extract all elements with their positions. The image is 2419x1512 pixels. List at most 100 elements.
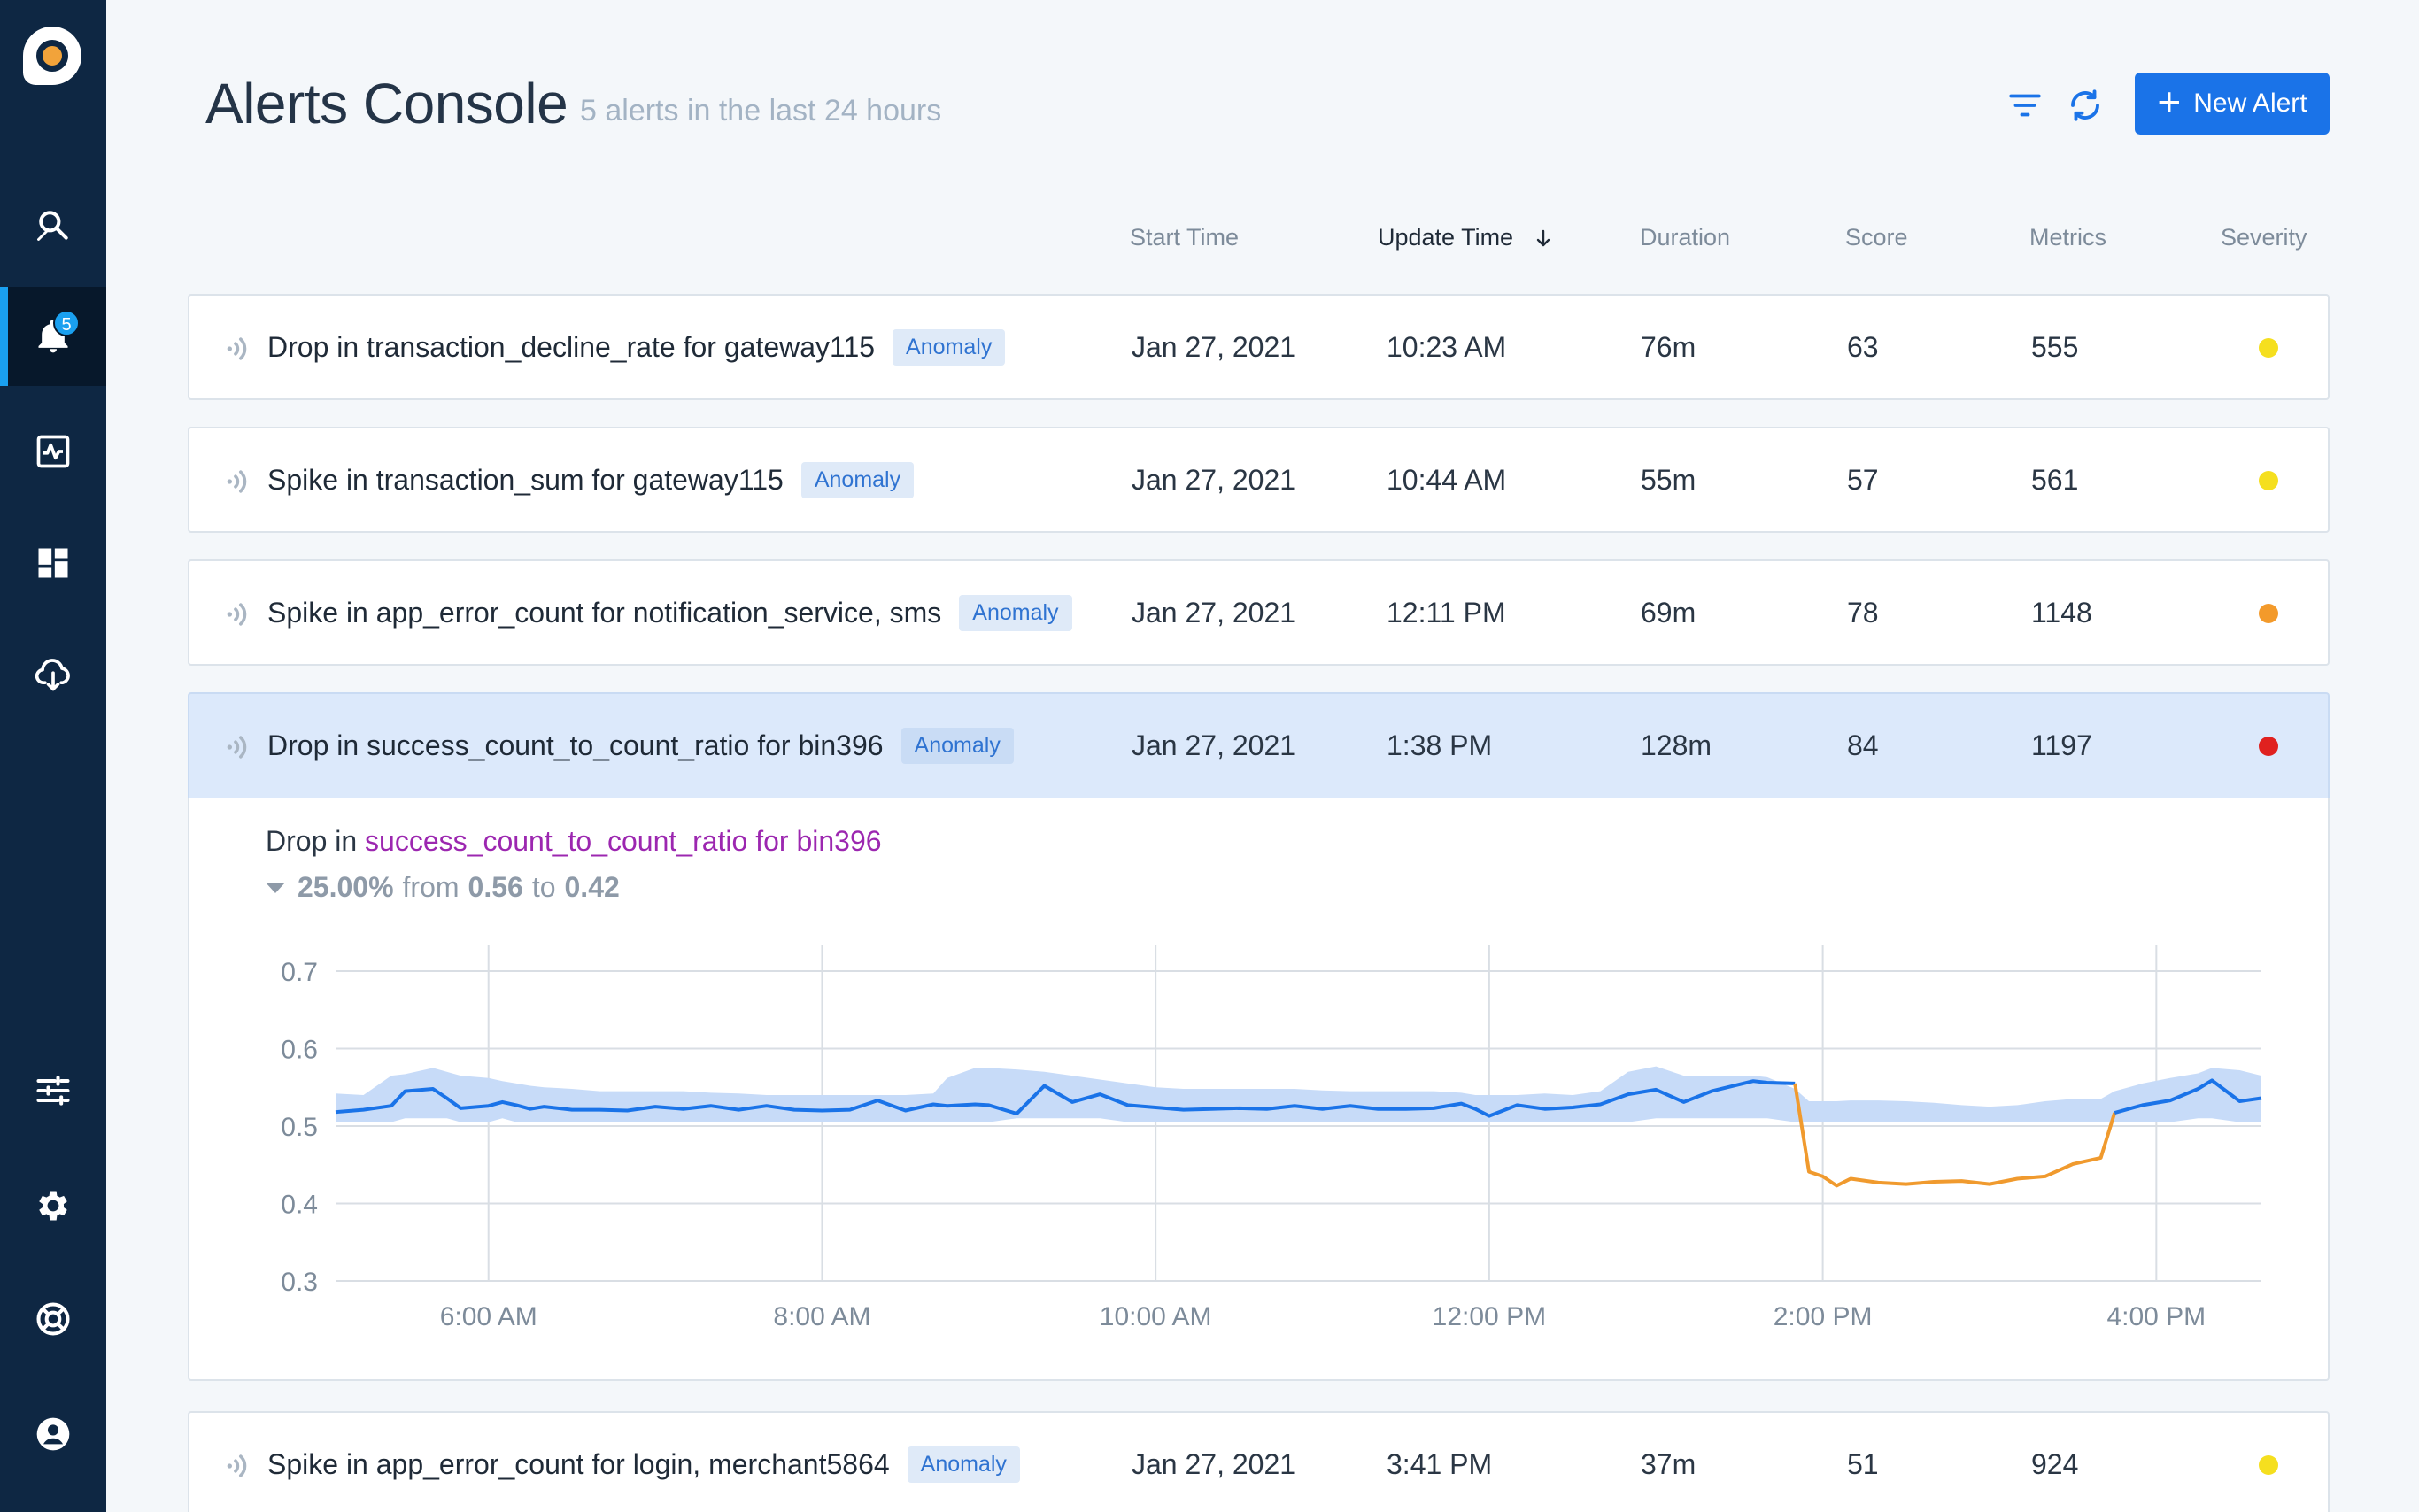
new-alert-button[interactable]: + New Alert xyxy=(2135,73,2330,135)
y-tick-label: 0.5 xyxy=(281,1113,318,1142)
severity-indicator xyxy=(2259,737,2278,756)
signal-icon xyxy=(227,736,247,759)
alert-duration: 55m xyxy=(1641,464,1696,496)
alert-score: 84 xyxy=(1847,729,1879,761)
alert-title[interactable]: Spike in app_error_count for login, merc… xyxy=(267,1447,890,1480)
alert-duration: 69m xyxy=(1641,597,1696,629)
plus-icon: + xyxy=(2157,79,2182,125)
alert-row[interactable]: Spike in app_error_count for notificatio… xyxy=(188,559,2330,666)
severity-indicator xyxy=(2259,604,2278,623)
detail-from-value: 0.56 xyxy=(468,871,523,903)
app-logo[interactable] xyxy=(23,27,81,85)
signal-icon xyxy=(227,470,247,493)
sidebar-item-alerts[interactable]: 5 xyxy=(0,287,106,386)
col-update-time[interactable]: Update Time xyxy=(1378,224,1554,251)
detail-change: 25.00% from 0.56 to 0.42 xyxy=(266,871,620,904)
detail-to-label: to xyxy=(531,871,556,903)
sidebar-item-help[interactable] xyxy=(0,1269,106,1369)
signal-icon xyxy=(227,337,247,360)
y-tick-label: 0.3 xyxy=(281,1268,318,1297)
col-severity[interactable]: Severity xyxy=(2221,224,2307,251)
alert-title-wrap: Drop in transaction_decline_rate for gat… xyxy=(267,296,1006,398)
alert-title-wrap: Drop in success_count_to_count_ratio for… xyxy=(267,694,1014,797)
alert-score: 63 xyxy=(1847,331,1879,363)
filter-button[interactable] xyxy=(2005,85,2045,126)
detail-to-value: 0.42 xyxy=(564,871,620,903)
x-tick-label: 4:00 PM xyxy=(2106,1302,2206,1331)
alert-metrics-count: 561 xyxy=(2031,464,2079,496)
alert-row[interactable]: Drop in transaction_decline_rate for gat… xyxy=(188,294,2330,400)
sidebar-item-profile[interactable] xyxy=(0,1385,106,1484)
alert-title-wrap: Spike in transaction_sum for gateway115 … xyxy=(267,428,915,531)
severity-indicator xyxy=(2259,471,2278,490)
alert-title[interactable]: Spike in transaction_sum for gateway115 xyxy=(267,463,784,496)
refresh-button[interactable] xyxy=(2065,85,2106,126)
signal-icon xyxy=(227,603,247,626)
triangle-down-icon xyxy=(266,882,285,893)
sliders-icon xyxy=(36,1076,70,1106)
page-subtitle: 5 alerts in the last 24 hours xyxy=(580,94,942,127)
alert-duration: 128m xyxy=(1641,729,1712,761)
alert-row[interactable]: Spike in transaction_sum for gateway115 … xyxy=(188,427,2330,533)
sidebar-item-search[interactable] xyxy=(0,175,106,274)
sidebar-item-dashboards[interactable] xyxy=(0,513,106,613)
alert-start-time: Jan 27, 2021 xyxy=(1132,464,1296,496)
alert-update-time: 10:44 AM xyxy=(1387,464,1507,496)
alerts-count-badge: 5 xyxy=(53,310,80,336)
sidebar: 5 xyxy=(0,0,106,1512)
severity-indicator xyxy=(2259,338,2278,358)
alert-metrics-count: 1197 xyxy=(2031,729,2092,761)
y-tick-label: 0.7 xyxy=(281,958,318,987)
y-tick-label: 0.6 xyxy=(281,1036,318,1065)
alert-metrics-count: 924 xyxy=(2031,1448,2079,1480)
detail-from-label: from xyxy=(402,871,460,903)
col-update-time-label: Update Time xyxy=(1378,224,1514,251)
col-score[interactable]: Score xyxy=(1845,224,1908,251)
alert-type-badge: Anomaly xyxy=(959,594,1072,631)
alert-start-time: Jan 27, 2021 xyxy=(1132,331,1296,363)
refresh-icon xyxy=(2071,89,2099,121)
alert-score: 57 xyxy=(1847,464,1879,496)
sidebar-item-integrations[interactable] xyxy=(0,625,106,724)
alert-type-badge: Anomaly xyxy=(800,461,915,498)
series-line-anomaly xyxy=(1793,1083,2117,1188)
metric-chart[interactable]: 0.7 0.6 0.5 0.4 0.3 6:00 AM 8:00 AM 10:00 AM 12:… xyxy=(189,931,2328,1374)
alert-row[interactable]: Spike in app_error_count for login, merc… xyxy=(188,1411,2330,1512)
y-tick-label: 0.4 xyxy=(281,1191,318,1220)
x-tick-label: 10:00 AM xyxy=(1100,1302,1212,1331)
alert-score: 51 xyxy=(1847,1448,1879,1480)
dashboard-icon xyxy=(38,548,68,578)
alert-detail-panel: Drop in success_count_to_count_ratio for… xyxy=(188,798,2330,1381)
logo-mark xyxy=(36,40,68,72)
baseline-band xyxy=(336,1066,2261,1122)
alert-score: 78 xyxy=(1847,597,1879,629)
alert-title[interactable]: Drop in success_count_to_count_ratio for… xyxy=(267,729,884,761)
col-start-time[interactable]: Start Time xyxy=(1130,224,1240,251)
severity-indicator xyxy=(2259,1455,2278,1475)
series-line-normal xyxy=(335,1079,1796,1118)
x-tick-label: 8:00 AM xyxy=(773,1302,870,1331)
user-icon xyxy=(36,1417,70,1451)
alert-start-time: Jan 27, 2021 xyxy=(1132,597,1296,629)
x-tick-label: 6:00 AM xyxy=(440,1302,537,1331)
alert-type-badge: Anomaly xyxy=(900,727,1014,764)
alert-title[interactable]: Drop in transaction_decline_rate for gat… xyxy=(267,330,876,363)
arrow-down-icon xyxy=(1533,224,1554,251)
alert-row[interactable]: Drop in success_count_to_count_ratio for… xyxy=(188,692,2330,798)
detail-metric-link[interactable]: success_count_to_count_ratio for bin396 xyxy=(365,825,882,857)
alert-start-time: Jan 27, 2021 xyxy=(1132,729,1296,761)
alert-type-badge: Anomaly xyxy=(893,328,1006,366)
sidebar-item-activity[interactable] xyxy=(0,402,106,501)
sidebar-item-settings[interactable] xyxy=(0,1156,106,1255)
alert-title-wrap: Spike in app_error_count for login, merc… xyxy=(267,1413,1020,1512)
sidebar-item-settings-sliders[interactable] xyxy=(0,1041,106,1140)
alert-title[interactable]: Spike in app_error_count for notificatio… xyxy=(267,596,942,629)
help-icon xyxy=(36,1302,70,1336)
alert-update-time: 12:11 PM xyxy=(1387,597,1506,629)
col-duration[interactable]: Duration xyxy=(1640,224,1731,251)
alert-duration: 76m xyxy=(1641,331,1696,363)
col-metrics[interactable]: Metrics xyxy=(2029,224,2106,251)
detail-change-pct: 25.00% xyxy=(298,871,394,903)
signal-icon xyxy=(227,1454,247,1477)
new-alert-label: New Alert xyxy=(2193,89,2307,118)
